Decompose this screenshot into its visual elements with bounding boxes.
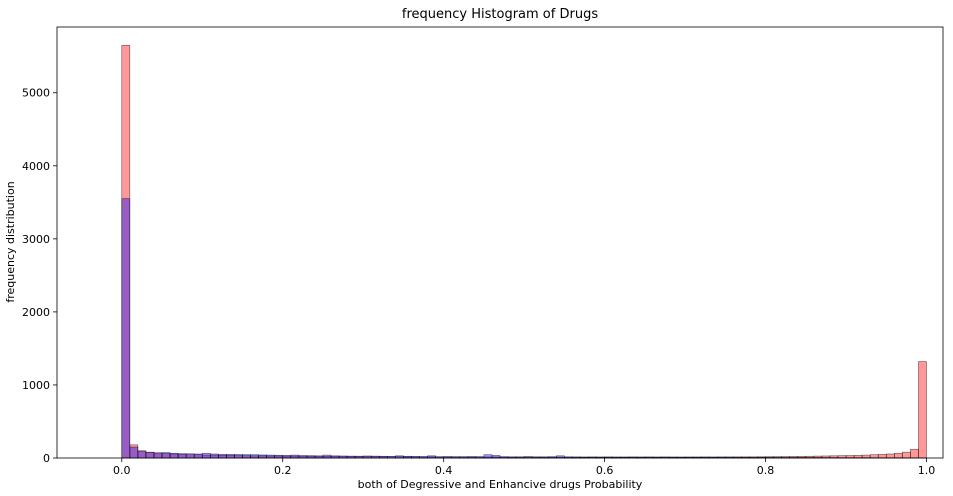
series-blue-bar-17 (258, 454, 267, 459)
series-blue-bar-15 (242, 454, 251, 459)
y-tick-label: 0 (43, 452, 50, 465)
chart-title: frequency Histogram of Drugs (402, 7, 598, 22)
x-tick-label: 0.0 (113, 464, 131, 477)
series-blue-bar-16 (250, 454, 259, 459)
y-axis-ticks: 0 1000 2000 3000 4000 5000 (22, 87, 57, 465)
y-axis-label: frequency distribution (4, 181, 17, 302)
y-tick-label: 1000 (22, 379, 50, 392)
series-blue-bar-18 (266, 454, 275, 459)
series-blue-bar-21 (290, 454, 300, 459)
series-blue-bar-19 (274, 454, 284, 459)
y-tick-label: 2000 (22, 306, 50, 319)
series-blue-bar-10 (201, 452, 211, 459)
y-tick-label: 4000 (22, 160, 50, 173)
x-tick-label: 0.6 (596, 464, 614, 477)
series-blue-bar-9 (193, 453, 203, 459)
series-blue-bar-3 (145, 452, 155, 459)
plot-frame (56, 26, 944, 459)
x-tick-label: 0.8 (757, 464, 775, 477)
x-tick-label: 0.4 (435, 464, 453, 477)
y-tick-label: 3000 (22, 233, 50, 246)
series-red-bar-99 (918, 361, 927, 459)
series-blue-bar-14 (234, 454, 243, 459)
plot-area (57, 27, 943, 458)
series-red-bar-95 (885, 453, 895, 459)
series-red-bar-96 (894, 452, 903, 459)
x-axis-label: both of Degressive and Enhancive drugs P… (358, 478, 643, 491)
series-blue-bar-25 (322, 454, 332, 459)
series-blue-bar-4 (153, 452, 163, 459)
x-tick-label: 0.2 (274, 464, 292, 477)
series-blue-bar-0 (121, 198, 131, 459)
series-blue-bar-1 (129, 446, 139, 459)
x-axis-ticks: 0.0 0.2 0.4 0.6 0.8 1.0 (113, 458, 935, 477)
series-blue-bar-5 (161, 452, 171, 459)
series-blue-bar-7 (177, 453, 187, 459)
series-blue-bar-12 (218, 454, 227, 459)
series-red-bar-97 (902, 451, 911, 459)
series-blue-bar-8 (185, 453, 195, 459)
y-tick-label: 5000 (22, 87, 50, 100)
series-blue-bar-45 (483, 454, 493, 459)
series-red-bar-98 (910, 448, 919, 459)
series-blue-bar-2 (137, 451, 147, 459)
x-tick-label: 1.0 (918, 464, 936, 477)
series-blue-bar-13 (226, 454, 235, 459)
series-blue-bar-6 (169, 452, 179, 459)
series-blue-bar-11 (209, 453, 219, 459)
